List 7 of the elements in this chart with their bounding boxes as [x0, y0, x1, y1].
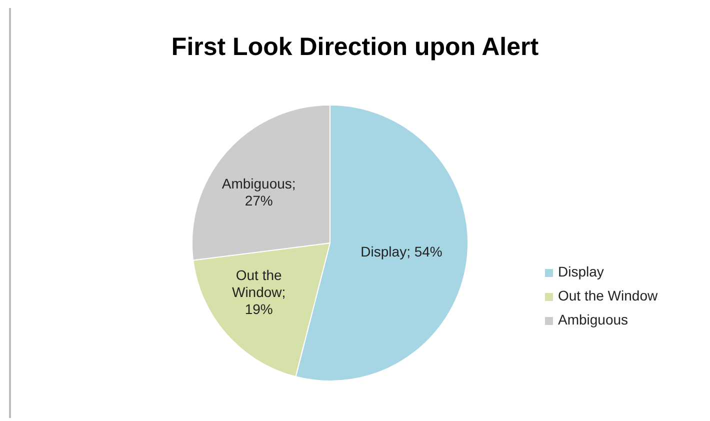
data-label: Out the Window; 19% [232, 266, 286, 317]
data-label: Display; 54% [360, 243, 442, 260]
legend-label: Ambiguous [558, 312, 628, 328]
legend-label: Out the Window [558, 288, 658, 304]
legend-label: Display [558, 264, 604, 280]
data-label: Ambiguous; 27% [222, 175, 296, 208]
chart-title: First Look Direction upon Alert [171, 33, 540, 61]
